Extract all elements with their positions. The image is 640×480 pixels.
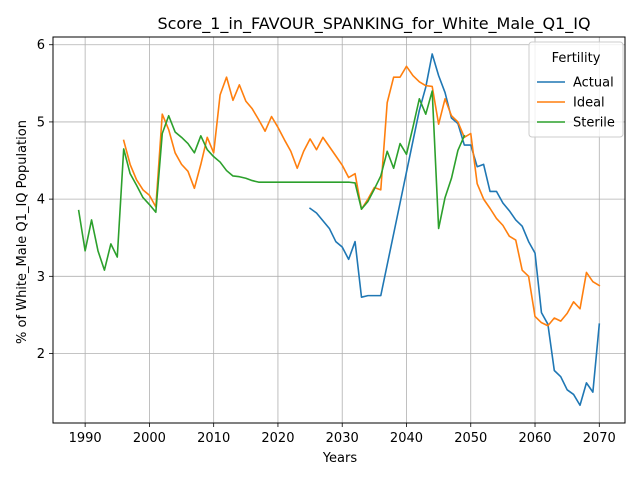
- legend-title: Fertility: [552, 51, 601, 66]
- x-tick-label: 2040: [390, 431, 423, 446]
- y-tick-label: 5: [37, 115, 45, 130]
- x-axis-label: Years: [322, 451, 358, 466]
- series-layer: [77, 53, 601, 407]
- x-tick-label: 2050: [454, 431, 487, 446]
- y-tick-label: 2: [37, 347, 45, 362]
- x-axis: 1990 2000 2010 2020 2030 2040 2050 2060 2070: [69, 423, 616, 446]
- x-tick-label: 2070: [583, 431, 616, 446]
- x-tick-label: 1990: [69, 431, 102, 446]
- legend-label-ideal: Ideal: [573, 96, 605, 111]
- y-tick-label: 6: [37, 38, 45, 53]
- y-tick-label: 3: [37, 270, 45, 285]
- series-line-actual: [308, 53, 601, 407]
- legend-box: [528, 41, 624, 138]
- legend: Fertility Actual Ideal Sterile: [528, 41, 624, 138]
- chart-title: Score_1_in_FAVOUR_SPANKING_for_White_Mal…: [157, 14, 590, 34]
- legend-entries: Actual Ideal Sterile: [537, 76, 615, 131]
- series-line-sterile: [77, 90, 466, 271]
- legend-label-sterile: Sterile: [573, 116, 615, 131]
- x-tick-label: 2010: [197, 431, 230, 446]
- y-tick-label: 4: [37, 193, 45, 208]
- legend-label-actual: Actual: [573, 76, 614, 91]
- x-tick-label: 2000: [133, 431, 166, 446]
- y-axis-label: % of White_Male Q1_IQ Population: [15, 120, 30, 344]
- plot-frame: [52, 36, 626, 424]
- x-tick-label: 2030: [326, 431, 359, 446]
- x-tick-label: 2020: [261, 431, 294, 446]
- y-axis: 2 3 4 5 6: [37, 38, 53, 362]
- x-tick-label: 2060: [518, 431, 551, 446]
